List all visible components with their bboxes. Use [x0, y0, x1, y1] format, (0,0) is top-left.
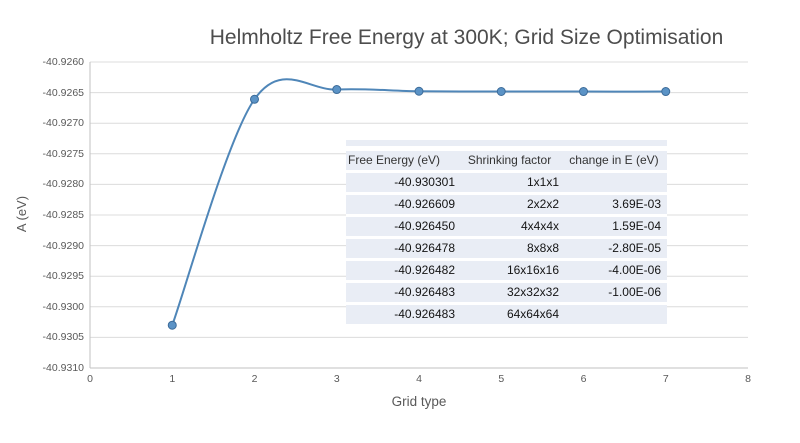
x-tick-label: 3 — [333, 373, 340, 385]
table-cell: 1.59E-04 — [612, 219, 661, 233]
y-tick-label: -40.9285 — [42, 209, 84, 221]
table-cell: -40.926478 — [394, 241, 455, 255]
x-tick-label: 2 — [251, 373, 258, 385]
x-tick-label: 0 — [87, 373, 93, 385]
data-point-marker — [579, 87, 588, 97]
table-header-row: Free Energy (eV) Shrinking factor change… — [346, 151, 667, 170]
y-tick-label: -40.9295 — [42, 270, 84, 283]
data-point-marker — [250, 94, 259, 104]
y-tick-label: -40.9290 — [42, 239, 84, 252]
y-tick-label: -40.9280 — [42, 178, 84, 191]
data-point-marker — [496, 86, 506, 96]
table-cell: 4x4x4x — [520, 219, 559, 233]
table-cell: -40.926483 — [394, 285, 455, 299]
table-cell: -2.80E-05 — [608, 241, 661, 255]
table-row: -40.926482 16x16x16 -4.00E-06 — [346, 261, 667, 280]
table-cell: 2x2x2 — [526, 197, 559, 211]
table-cell — [561, 305, 667, 324]
table-row: -40.926450 4x4x4x 1.59E-04 — [346, 217, 667, 236]
table-cell: -40.926483 — [394, 307, 455, 321]
table-cell: 64x64x64 — [506, 307, 559, 321]
table-cell: -40.926482 — [394, 263, 455, 277]
table-row: -40.926478 8x8x8 -2.80E-05 — [346, 239, 667, 258]
table-cell: 3.69E-03 — [612, 197, 661, 211]
data-point-marker — [332, 85, 342, 95]
y-tick-label: -40.9260 — [42, 56, 84, 68]
table-cell: 8x8x8 — [526, 241, 559, 255]
table-row: -40.926483 64x64x64 — [346, 305, 667, 324]
x-tick-label: 8 — [745, 373, 751, 385]
data-table: Free Energy (eV) Shrinking factor change… — [346, 140, 667, 324]
data-point-marker — [167, 320, 177, 330]
x-tick-label: 5 — [498, 373, 505, 385]
x-tick-label: 4 — [416, 373, 422, 385]
x-tick-label: 7 — [662, 373, 669, 385]
x-tick-label: 1 — [169, 373, 176, 385]
x-axis-title: Grid type — [391, 394, 447, 409]
table-cell: 1x1x1 — [526, 175, 559, 189]
y-tick-label: -40.9270 — [42, 117, 84, 130]
data-point-marker — [414, 86, 424, 96]
table-header-shrinking-factor: Shrinking factor — [467, 153, 552, 167]
table-row: -40.930301 1x1x1 — [346, 173, 667, 192]
table-row: -40.926609 2x2x2 3.69E-03 — [346, 195, 667, 214]
x-tick-label: 6 — [580, 373, 587, 385]
table-row: -40.926483 32x32x32 -1.00E-06 — [346, 283, 667, 302]
y-tick-label: -40.9265 — [42, 86, 84, 99]
table-cell: 32x32x32 — [506, 285, 559, 299]
y-axis-title: A (eV) — [14, 195, 29, 233]
table-cell: -40.926450 — [394, 219, 455, 233]
y-tick-label: -40.9305 — [42, 331, 84, 344]
y-tick-label: -40.9300 — [42, 300, 84, 313]
table-cell: -1.00E-06 — [608, 285, 661, 299]
y-tick-label: -40.9310 — [42, 362, 84, 374]
table-header-change-in-e: change in E (eV) — [569, 153, 659, 167]
chart-title: Helmholtz Free Energy at 300K; Grid Size… — [209, 26, 724, 49]
table-top-strip — [346, 140, 667, 146]
table-cell: -40.926609 — [394, 197, 455, 211]
table-cell — [561, 173, 667, 192]
table-cell: 16x16x16 — [506, 263, 559, 277]
y-tick-label: -40.9275 — [42, 147, 84, 160]
table-cell: -40.930301 — [394, 175, 455, 189]
table-header-free-energy: Free Energy (eV) — [348, 153, 441, 167]
table-cell: -4.00E-06 — [608, 263, 661, 277]
data-point-marker — [661, 87, 671, 97]
table-body: -40.930301 1x1x1 -40.926609 2x2x2 3.69E-03 -4… — [346, 173, 667, 324]
